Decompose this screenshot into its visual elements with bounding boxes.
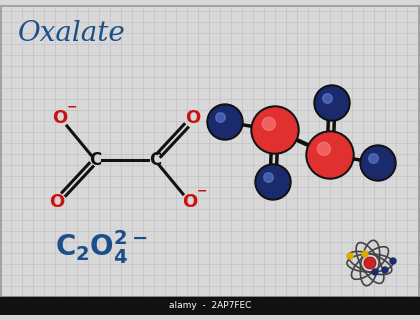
Circle shape: [216, 113, 225, 122]
Circle shape: [347, 253, 353, 259]
Text: −: −: [197, 185, 207, 197]
Circle shape: [306, 131, 354, 179]
Circle shape: [314, 85, 350, 121]
Circle shape: [317, 142, 331, 156]
Text: $\mathbf{C_2O_4^{2-}}$: $\mathbf{C_2O_4^{2-}}$: [55, 228, 147, 266]
Circle shape: [362, 251, 368, 257]
Circle shape: [382, 267, 388, 273]
Circle shape: [360, 145, 396, 181]
Text: O: O: [182, 193, 198, 211]
Text: C: C: [89, 151, 101, 169]
Circle shape: [251, 106, 299, 154]
Circle shape: [255, 164, 291, 200]
Circle shape: [209, 106, 241, 138]
Circle shape: [323, 94, 332, 103]
Bar: [0, 297, 420, 315]
Text: alamy  -  2AP7FEC: alamy - 2AP7FEC: [169, 301, 251, 310]
Circle shape: [257, 166, 289, 198]
Text: O: O: [50, 193, 65, 211]
Circle shape: [364, 257, 376, 269]
Circle shape: [372, 269, 378, 275]
Circle shape: [316, 87, 348, 119]
Text: Oxalate: Oxalate: [18, 20, 126, 47]
Circle shape: [264, 173, 273, 182]
Text: O: O: [52, 109, 68, 127]
Text: C: C: [149, 151, 161, 169]
Text: O: O: [185, 109, 201, 127]
Circle shape: [207, 104, 243, 140]
Circle shape: [253, 108, 297, 152]
Circle shape: [262, 117, 276, 131]
Circle shape: [390, 258, 396, 264]
Circle shape: [362, 147, 394, 179]
Text: −: −: [67, 100, 77, 114]
Circle shape: [369, 154, 378, 163]
Circle shape: [308, 133, 352, 177]
